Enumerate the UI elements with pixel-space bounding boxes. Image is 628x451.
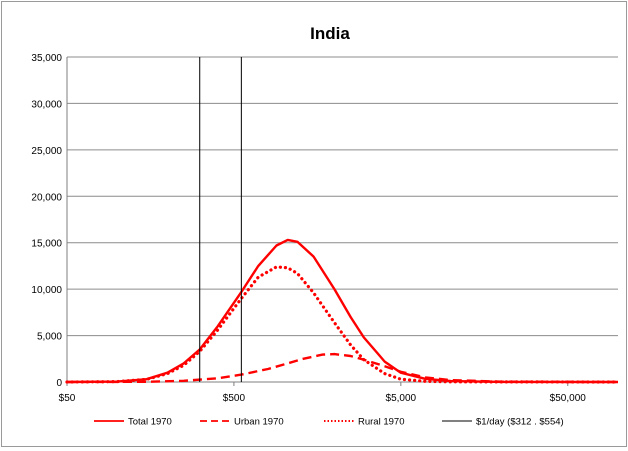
x-tick-label: $5,000 bbox=[386, 393, 417, 404]
grid-layer bbox=[67, 56, 618, 337]
legend-label: Urban 1970 bbox=[234, 417, 284, 428]
legend-label: Total 1970 bbox=[128, 417, 172, 428]
series-2-line bbox=[65, 265, 620, 384]
y-tick-label: 30,000 bbox=[31, 99, 62, 110]
chart-title: India bbox=[310, 24, 350, 43]
x-tick-label: $50 bbox=[59, 393, 76, 404]
legend-label: $1/day ($312 . $554) bbox=[476, 417, 564, 428]
chart-svg: India 0 5,000 10,000 15,000 20,000 25,000 30,0… bbox=[31, 24, 620, 428]
y-tick-label: 0 bbox=[56, 378, 62, 389]
series-layer bbox=[65, 57, 620, 384]
y-tick-label: 25,000 bbox=[31, 146, 62, 157]
y-tick-label: 15,000 bbox=[31, 239, 62, 250]
x-tick-label: $50,000 bbox=[550, 393, 587, 404]
y-tick-label: 5,000 bbox=[37, 332, 62, 343]
series-0-line bbox=[66, 238, 619, 384]
legend: Total 1970 Urban 1970 Rural 1970 $1/day ($3… bbox=[94, 417, 564, 428]
x-tick-label: $500 bbox=[223, 393, 246, 404]
axis-layer: 0 5,000 10,000 15,000 20,000 25,000 30,000 35,0… bbox=[31, 53, 618, 404]
y-tick-label: 35,000 bbox=[31, 53, 62, 64]
y-tick-label: 20,000 bbox=[31, 192, 62, 203]
y-tick-label: 10,000 bbox=[31, 285, 62, 296]
legend-label: Rural 1970 bbox=[358, 417, 404, 428]
series-1-line bbox=[66, 352, 619, 384]
